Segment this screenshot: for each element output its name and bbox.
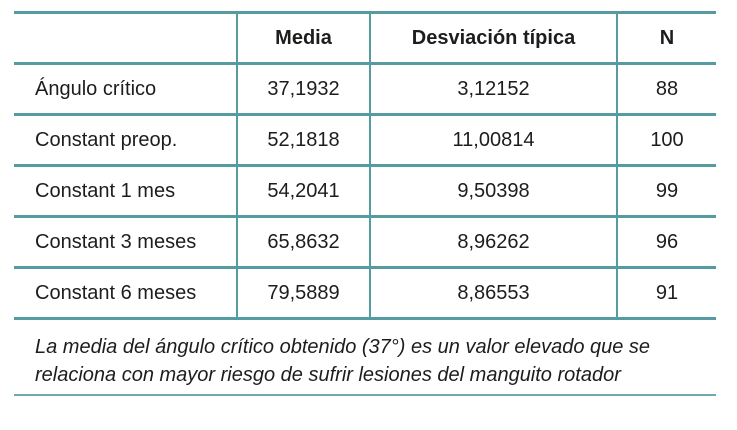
n-value: 88	[616, 63, 716, 116]
desviacion-value: 8,96262	[369, 216, 617, 269]
desviacion-value: 8,86553	[369, 267, 617, 320]
media-value: 52,1818	[236, 114, 370, 167]
statistics-table: Media Desviación típica N Ángulo crítico…	[14, 11, 716, 320]
footnote-line: La media del ángulo crítico obtenido (37…	[35, 336, 651, 358]
table-footnote: La media del ángulo crítico obtenido (37…	[14, 320, 716, 396]
media-value: 37,1932	[236, 63, 370, 116]
table-row: Constant preop. 52,1818 11,00814 100	[14, 114, 716, 167]
media-value: 65,8632	[236, 216, 370, 269]
table-row: Constant 1 mes 54,2041 9,50398 99	[14, 165, 716, 218]
n-value: 99	[616, 165, 716, 218]
header-cell-desviacion: Desviación típica	[369, 11, 617, 65]
desviacion-value: 9,50398	[369, 165, 617, 218]
header-cell-empty	[14, 11, 237, 65]
desviacion-value: 11,00814	[369, 114, 617, 167]
table-figure: Media Desviación típica N Ángulo crítico…	[14, 11, 716, 396]
row-label: Ángulo crítico	[14, 63, 237, 116]
row-label: Constant 6 meses	[14, 267, 237, 320]
n-value: 100	[616, 114, 716, 167]
row-label: Constant 3 meses	[14, 216, 237, 269]
table-row: Constant 3 meses 65,8632 8,96262 96	[14, 216, 716, 269]
n-value: 91	[616, 267, 716, 320]
table-row: Constant 6 meses 79,5889 8,86553 91	[14, 267, 716, 320]
row-label: Constant 1 mes	[14, 165, 237, 218]
media-value: 79,5889	[236, 267, 370, 320]
table-row: Ángulo crítico 37,1932 3,12152 88	[14, 63, 716, 116]
n-value: 96	[616, 216, 716, 269]
table-header-row: Media Desviación típica N	[14, 11, 716, 65]
desviacion-value: 3,12152	[369, 63, 617, 116]
header-cell-media: Media	[236, 11, 370, 65]
footnote-line: relaciona con mayor riesgo de sufrir les…	[35, 364, 621, 386]
media-value: 54,2041	[236, 165, 370, 218]
row-label: Constant preop.	[14, 114, 237, 167]
header-cell-n: N	[616, 11, 716, 65]
